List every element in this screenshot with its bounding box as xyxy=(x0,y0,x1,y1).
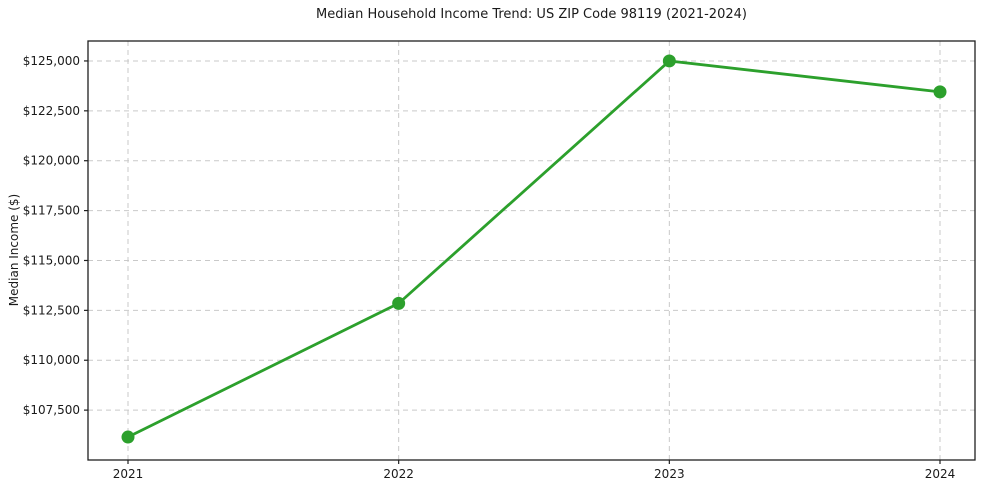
y-tick-label: $107,500 xyxy=(23,403,80,417)
x-tick-label: 2022 xyxy=(383,467,414,481)
trend-line xyxy=(126,59,942,439)
data-point xyxy=(662,54,676,68)
data-point xyxy=(121,430,135,444)
data-point xyxy=(933,85,947,99)
y-tick-label: $110,000 xyxy=(23,353,80,367)
plot-frame xyxy=(87,40,976,461)
x-tick-label: 2021 xyxy=(113,467,144,481)
x-tick-label: 2024 xyxy=(925,467,956,481)
y-tick-label: $125,000 xyxy=(23,54,80,68)
y-tick-label: $117,500 xyxy=(23,204,80,218)
y-tick-label: $120,000 xyxy=(23,154,80,168)
y-tick-label: $112,500 xyxy=(23,303,80,317)
y-tick-label: $122,500 xyxy=(23,104,80,118)
x-tick-label: 2023 xyxy=(654,467,685,481)
chart-title: Median Household Income Trend: US ZIP Co… xyxy=(316,7,747,22)
y-tick-label: $115,000 xyxy=(23,253,80,267)
data-point xyxy=(392,296,406,310)
